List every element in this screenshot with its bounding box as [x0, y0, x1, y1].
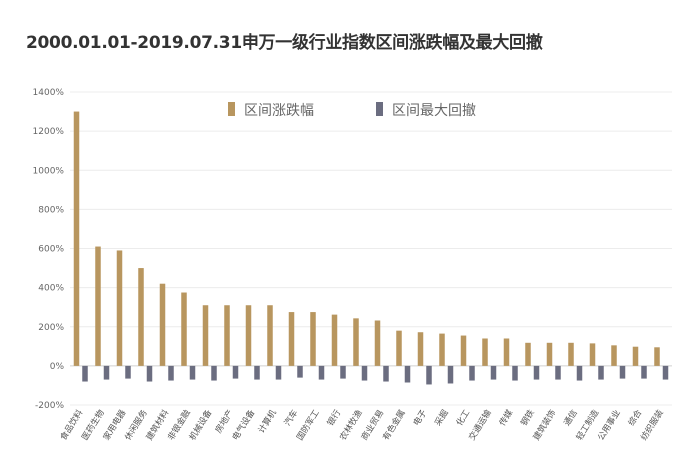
- bar-range-return: [245, 305, 252, 366]
- bar-max-drawdown: [512, 365, 518, 381]
- x-tick-label: 综合: [626, 407, 645, 428]
- bar-max-drawdown: [447, 365, 454, 384]
- bar-range-return: [589, 343, 596, 366]
- bar-max-drawdown: [189, 365, 196, 380]
- y-tick-label: 600%: [38, 245, 64, 255]
- chart-title: 2000.01.01-2019.07.31申万一级行业指数区间涨跌幅及最大回撤: [26, 33, 543, 53]
- x-tick-label: 通信: [561, 407, 580, 428]
- bar-max-drawdown: [125, 365, 131, 379]
- bar-max-drawdown: [103, 365, 110, 380]
- y-tick-label: 200%: [38, 323, 64, 333]
- bar-max-drawdown: [232, 365, 239, 379]
- bar-max-drawdown: [426, 365, 432, 385]
- bar-range-return: [181, 292, 187, 366]
- y-tick-label: 1000%: [33, 166, 65, 176]
- y-tick-label: 800%: [38, 205, 64, 215]
- bar-max-drawdown: [211, 365, 217, 381]
- bar-range-return: [374, 320, 381, 366]
- bar-max-drawdown: [82, 365, 88, 382]
- bar-max-drawdown: [340, 365, 346, 379]
- bar-max-drawdown: [598, 365, 604, 380]
- bar-max-drawdown: [469, 365, 475, 381]
- bar-range-return: [159, 283, 166, 366]
- grid-lines: [70, 91, 672, 406]
- bar-range-return: [202, 305, 209, 366]
- bar-max-drawdown: [619, 365, 626, 379]
- x-tick-label: 汽车: [282, 408, 300, 428]
- y-tick-label: 0%: [50, 362, 65, 372]
- bar-range-return: [482, 338, 488, 366]
- bar-max-drawdown: [168, 365, 174, 381]
- bar-range-return: [331, 314, 338, 366]
- bar-range-return: [353, 318, 359, 366]
- y-tick-label: 1400%: [33, 88, 65, 98]
- legend: 区间涨跌幅 区间最大回撤: [228, 102, 476, 119]
- x-tick-label: 钢铁: [518, 407, 537, 428]
- x-tick-label: 计算机: [256, 407, 279, 435]
- bar-max-drawdown: [533, 365, 540, 380]
- bar-max-drawdown: [383, 365, 389, 382]
- legend-label: 区间涨跌幅: [244, 103, 314, 119]
- bar-range-return: [611, 345, 617, 366]
- bar-range-return: [460, 335, 467, 366]
- y-tick-label: -200%: [35, 401, 64, 411]
- bar-range-return: [288, 312, 295, 366]
- bar-max-drawdown: [297, 365, 303, 378]
- y-tick-label: 1200%: [33, 127, 65, 137]
- bar-range-return: [503, 338, 510, 366]
- bar-max-drawdown: [555, 365, 561, 380]
- x-tick-label: 化工: [454, 407, 473, 428]
- x-tick-label: 采掘: [432, 408, 450, 428]
- bar-range-return: [417, 332, 424, 366]
- legend-swatch: [228, 102, 235, 116]
- bar-max-drawdown: [576, 365, 583, 381]
- bar-range-return: [439, 333, 445, 366]
- bar-range-return: [396, 330, 402, 366]
- x-tick-label: 传媒: [497, 407, 516, 428]
- bar-range-return: [224, 305, 230, 366]
- bar-max-drawdown: [404, 365, 411, 383]
- bar-range-return: [116, 250, 123, 366]
- bar-range-return: [568, 342, 574, 366]
- bar-max-drawdown: [275, 365, 282, 380]
- bar-range-return: [267, 305, 273, 366]
- legend-swatch: [376, 102, 383, 116]
- x-tick-label: 银行: [325, 407, 344, 428]
- bar-range-return: [138, 268, 144, 366]
- y-axis: -200% 0% 200% 400% 600% 800% 1000% 1200% 1400%: [33, 88, 65, 411]
- bars: [73, 111, 669, 385]
- bar-range-return: [654, 347, 660, 366]
- bar-max-drawdown: [318, 365, 325, 380]
- bar-max-drawdown: [641, 365, 647, 379]
- x-tick-label: 电子: [411, 407, 430, 428]
- x-tick-label: 房地产: [213, 408, 236, 435]
- bar-max-drawdown: [490, 365, 497, 380]
- bar-max-drawdown: [146, 365, 153, 382]
- bar-max-drawdown: [361, 365, 368, 381]
- bar-max-drawdown: [254, 365, 260, 380]
- bar-range-return: [310, 312, 316, 366]
- bar-range-return: [632, 346, 639, 366]
- bar-max-drawdown: [662, 365, 669, 380]
- legend-label: 区间最大回撤: [392, 103, 476, 119]
- y-tick-label: 400%: [38, 284, 64, 294]
- bar-range-return: [546, 342, 553, 366]
- bar-range-return: [95, 246, 101, 366]
- bar-range-return: [525, 342, 531, 366]
- bar-range-return: [73, 111, 80, 366]
